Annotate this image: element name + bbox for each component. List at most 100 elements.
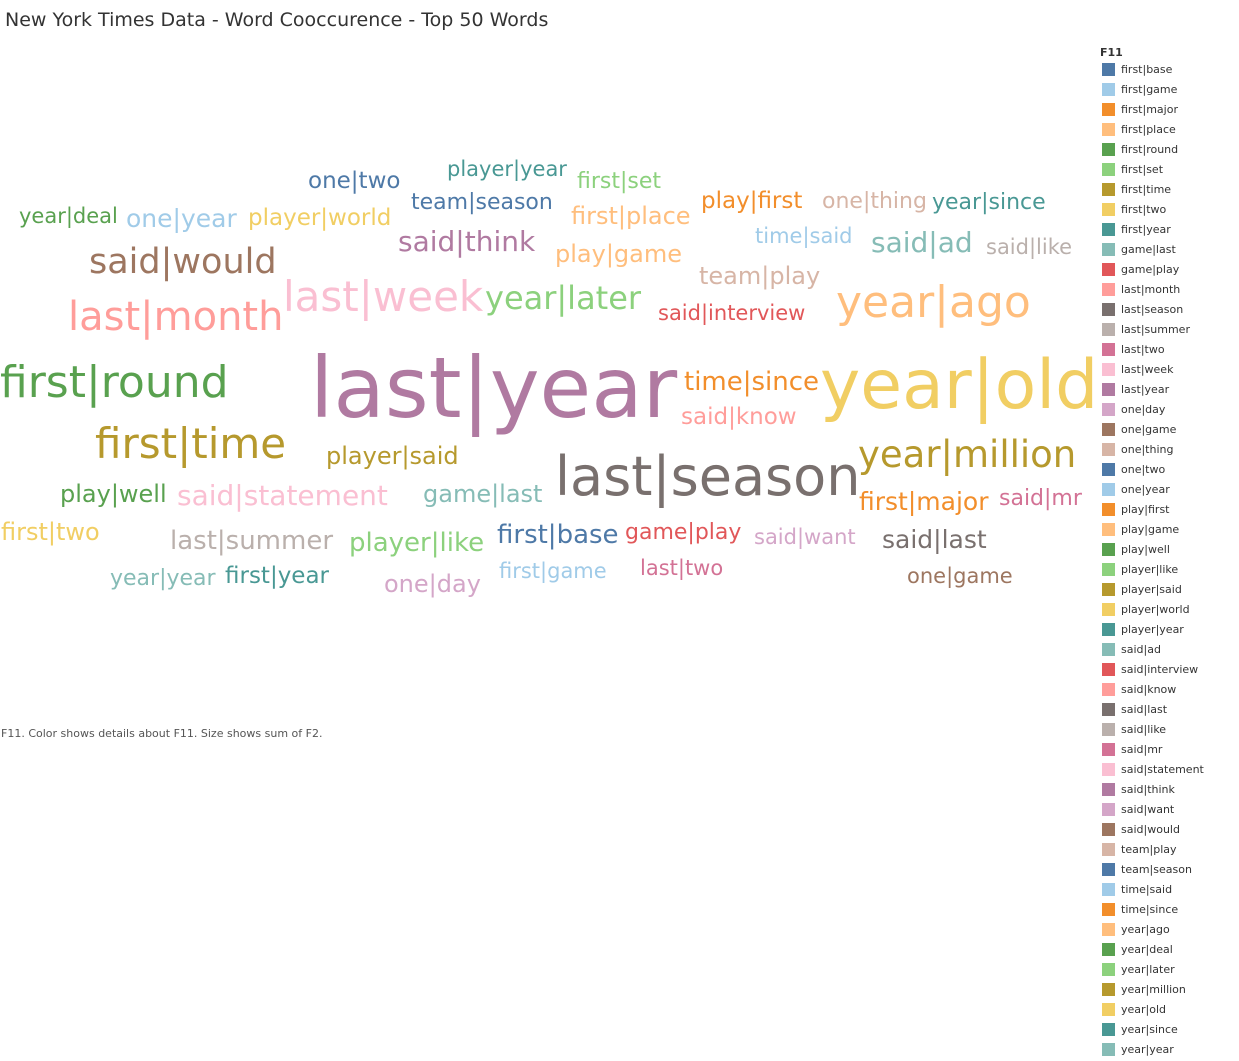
word-first-place[interactable]: first|place — [571, 202, 691, 230]
legend-item-one-two[interactable]: one|two — [1100, 459, 1165, 479]
legend-item-last-month[interactable]: last|month — [1100, 279, 1180, 299]
legend-item-last-two[interactable]: last|two — [1100, 339, 1165, 359]
legend-item-play-first[interactable]: play|first — [1100, 499, 1170, 519]
legend-item-last-week[interactable]: last|week — [1100, 359, 1173, 379]
legend-item-first-set[interactable]: first|set — [1100, 159, 1163, 179]
word-said-would[interactable]: said|would — [89, 242, 277, 282]
legend-item-said-know[interactable]: said|know — [1100, 679, 1176, 699]
legend-item-play-game[interactable]: play|game — [1100, 519, 1179, 539]
legend-item-said-ad[interactable]: said|ad — [1100, 639, 1161, 659]
legend-item-year-year[interactable]: year|year — [1100, 1039, 1174, 1059]
legend-item-year-later[interactable]: year|later — [1100, 959, 1175, 979]
word-player-said[interactable]: player|said — [326, 442, 459, 470]
word-last-week[interactable]: last|week — [283, 272, 484, 321]
legend-item-year-ago[interactable]: year|ago — [1100, 919, 1170, 939]
word-first-two[interactable]: first|two — [1, 518, 100, 546]
word-last-summer[interactable]: last|summer — [170, 526, 334, 556]
word-last-season[interactable]: last|season — [555, 445, 861, 508]
legend-item-first-major[interactable]: first|major — [1100, 99, 1178, 119]
word-last-two[interactable]: last|two — [640, 556, 724, 580]
word-said-like[interactable]: said|like — [986, 235, 1073, 259]
legend-item-first-base[interactable]: first|base — [1100, 59, 1172, 79]
word-play-first[interactable]: play|first — [701, 188, 803, 214]
word-player-world[interactable]: player|world — [248, 205, 392, 231]
word-play-well[interactable]: play|well — [60, 480, 167, 508]
word-said-think[interactable]: said|think — [398, 225, 536, 258]
legend-item-said-like[interactable]: said|like — [1100, 719, 1166, 739]
word-game-last[interactable]: game|last — [423, 480, 543, 508]
legend-item-said-think[interactable]: said|think — [1100, 779, 1175, 799]
word-last-month[interactable]: last|month — [68, 294, 284, 340]
legend-item-player-year[interactable]: player|year — [1100, 619, 1184, 639]
word-first-set[interactable]: first|set — [577, 169, 662, 194]
legend-item-year-deal[interactable]: year|deal — [1100, 939, 1173, 959]
word-team-play[interactable]: team|play — [699, 262, 821, 290]
legend-item-said-want[interactable]: said|want — [1100, 799, 1174, 819]
legend-item-first-two[interactable]: first|two — [1100, 199, 1166, 219]
legend-item-game-last[interactable]: game|last — [1100, 239, 1176, 259]
legend-item-last-season[interactable]: last|season — [1100, 299, 1183, 319]
word-one-day[interactable]: one|day — [384, 570, 481, 598]
word-one-game[interactable]: one|game — [907, 564, 1013, 588]
legend-item-said-would[interactable]: said|would — [1100, 819, 1180, 839]
word-team-season[interactable]: team|season — [411, 190, 553, 215]
word-first-major[interactable]: first|major — [859, 487, 989, 516]
word-one-year[interactable]: one|year — [126, 204, 237, 233]
legend-item-said-interview[interactable]: said|interview — [1100, 659, 1198, 679]
legend-item-said-mr[interactable]: said|mr — [1100, 739, 1162, 759]
legend-item-team-play[interactable]: team|play — [1100, 839, 1177, 859]
word-player-year[interactable]: player|year — [447, 157, 567, 181]
legend-item-time-since[interactable]: time|since — [1100, 899, 1178, 919]
word-first-time[interactable]: first|time — [95, 419, 287, 468]
legend-item-one-thing[interactable]: one|thing — [1100, 439, 1173, 459]
word-year-since[interactable]: year|since — [932, 190, 1046, 215]
word-year-old[interactable]: year|old — [820, 346, 1099, 425]
word-year-year[interactable]: year|year — [110, 566, 216, 591]
word-year-ago[interactable]: year|ago — [836, 277, 1031, 328]
legend-item-first-year[interactable]: first|year — [1100, 219, 1171, 239]
word-first-round[interactable]: first|round — [0, 357, 229, 408]
legend-item-first-round[interactable]: first|round — [1100, 139, 1178, 159]
legend-item-last-year[interactable]: last|year — [1100, 379, 1169, 399]
legend-item-first-time[interactable]: first|time — [1100, 179, 1171, 199]
word-play-game[interactable]: play|game — [555, 240, 682, 268]
word-year-later[interactable]: year|later — [485, 279, 642, 317]
word-player-like[interactable]: player|like — [349, 528, 485, 558]
legend-item-first-game[interactable]: first|game — [1100, 79, 1177, 99]
word-said-want[interactable]: said|want — [754, 525, 856, 549]
word-one-two[interactable]: one|two — [308, 168, 401, 194]
word-game-play[interactable]: game|play — [625, 520, 742, 545]
word-said-interview[interactable]: said|interview — [658, 301, 806, 325]
word-first-game[interactable]: first|game — [499, 559, 607, 583]
word-first-base[interactable]: first|base — [497, 520, 619, 550]
legend-item-year-million[interactable]: year|million — [1100, 979, 1186, 999]
legend-item-game-play[interactable]: game|play — [1100, 259, 1179, 279]
legend-item-player-world[interactable]: player|world — [1100, 599, 1190, 619]
legend-item-one-day[interactable]: one|day — [1100, 399, 1165, 419]
legend-item-year-old[interactable]: year|old — [1100, 999, 1166, 1019]
word-said-statement[interactable]: said|statement — [177, 479, 388, 512]
word-year-deal[interactable]: year|deal — [19, 204, 118, 228]
word-time-since[interactable]: time|since — [684, 367, 820, 397]
legend-item-time-said[interactable]: time|said — [1100, 879, 1172, 899]
legend-item-first-place[interactable]: first|place — [1100, 119, 1176, 139]
word-said-ad[interactable]: said|ad — [871, 226, 973, 259]
word-last-year[interactable]: last|year — [310, 339, 678, 437]
legend-item-one-year[interactable]: one|year — [1100, 479, 1170, 499]
legend-item-year-since[interactable]: year|since — [1100, 1019, 1178, 1039]
word-first-year[interactable]: first|year — [225, 563, 330, 589]
legend-item-play-well[interactable]: play|well — [1100, 539, 1170, 559]
word-one-thing[interactable]: one|thing — [822, 189, 927, 214]
legend-item-said-last[interactable]: said|last — [1100, 699, 1167, 719]
legend-item-player-like[interactable]: player|like — [1100, 559, 1178, 579]
legend-item-said-statement[interactable]: said|statement — [1100, 759, 1204, 779]
word-year-million[interactable]: year|million — [858, 433, 1077, 476]
word-said-mr[interactable]: said|mr — [999, 486, 1082, 511]
legend-item-one-game[interactable]: one|game — [1100, 419, 1176, 439]
word-said-know[interactable]: said|know — [681, 404, 797, 430]
legend-item-team-season[interactable]: team|season — [1100, 859, 1192, 879]
legend-item-player-said[interactable]: player|said — [1100, 579, 1182, 599]
legend-item-last-summer[interactable]: last|summer — [1100, 319, 1190, 339]
word-time-said[interactable]: time|said — [755, 224, 853, 248]
word-said-last[interactable]: said|last — [882, 525, 987, 554]
